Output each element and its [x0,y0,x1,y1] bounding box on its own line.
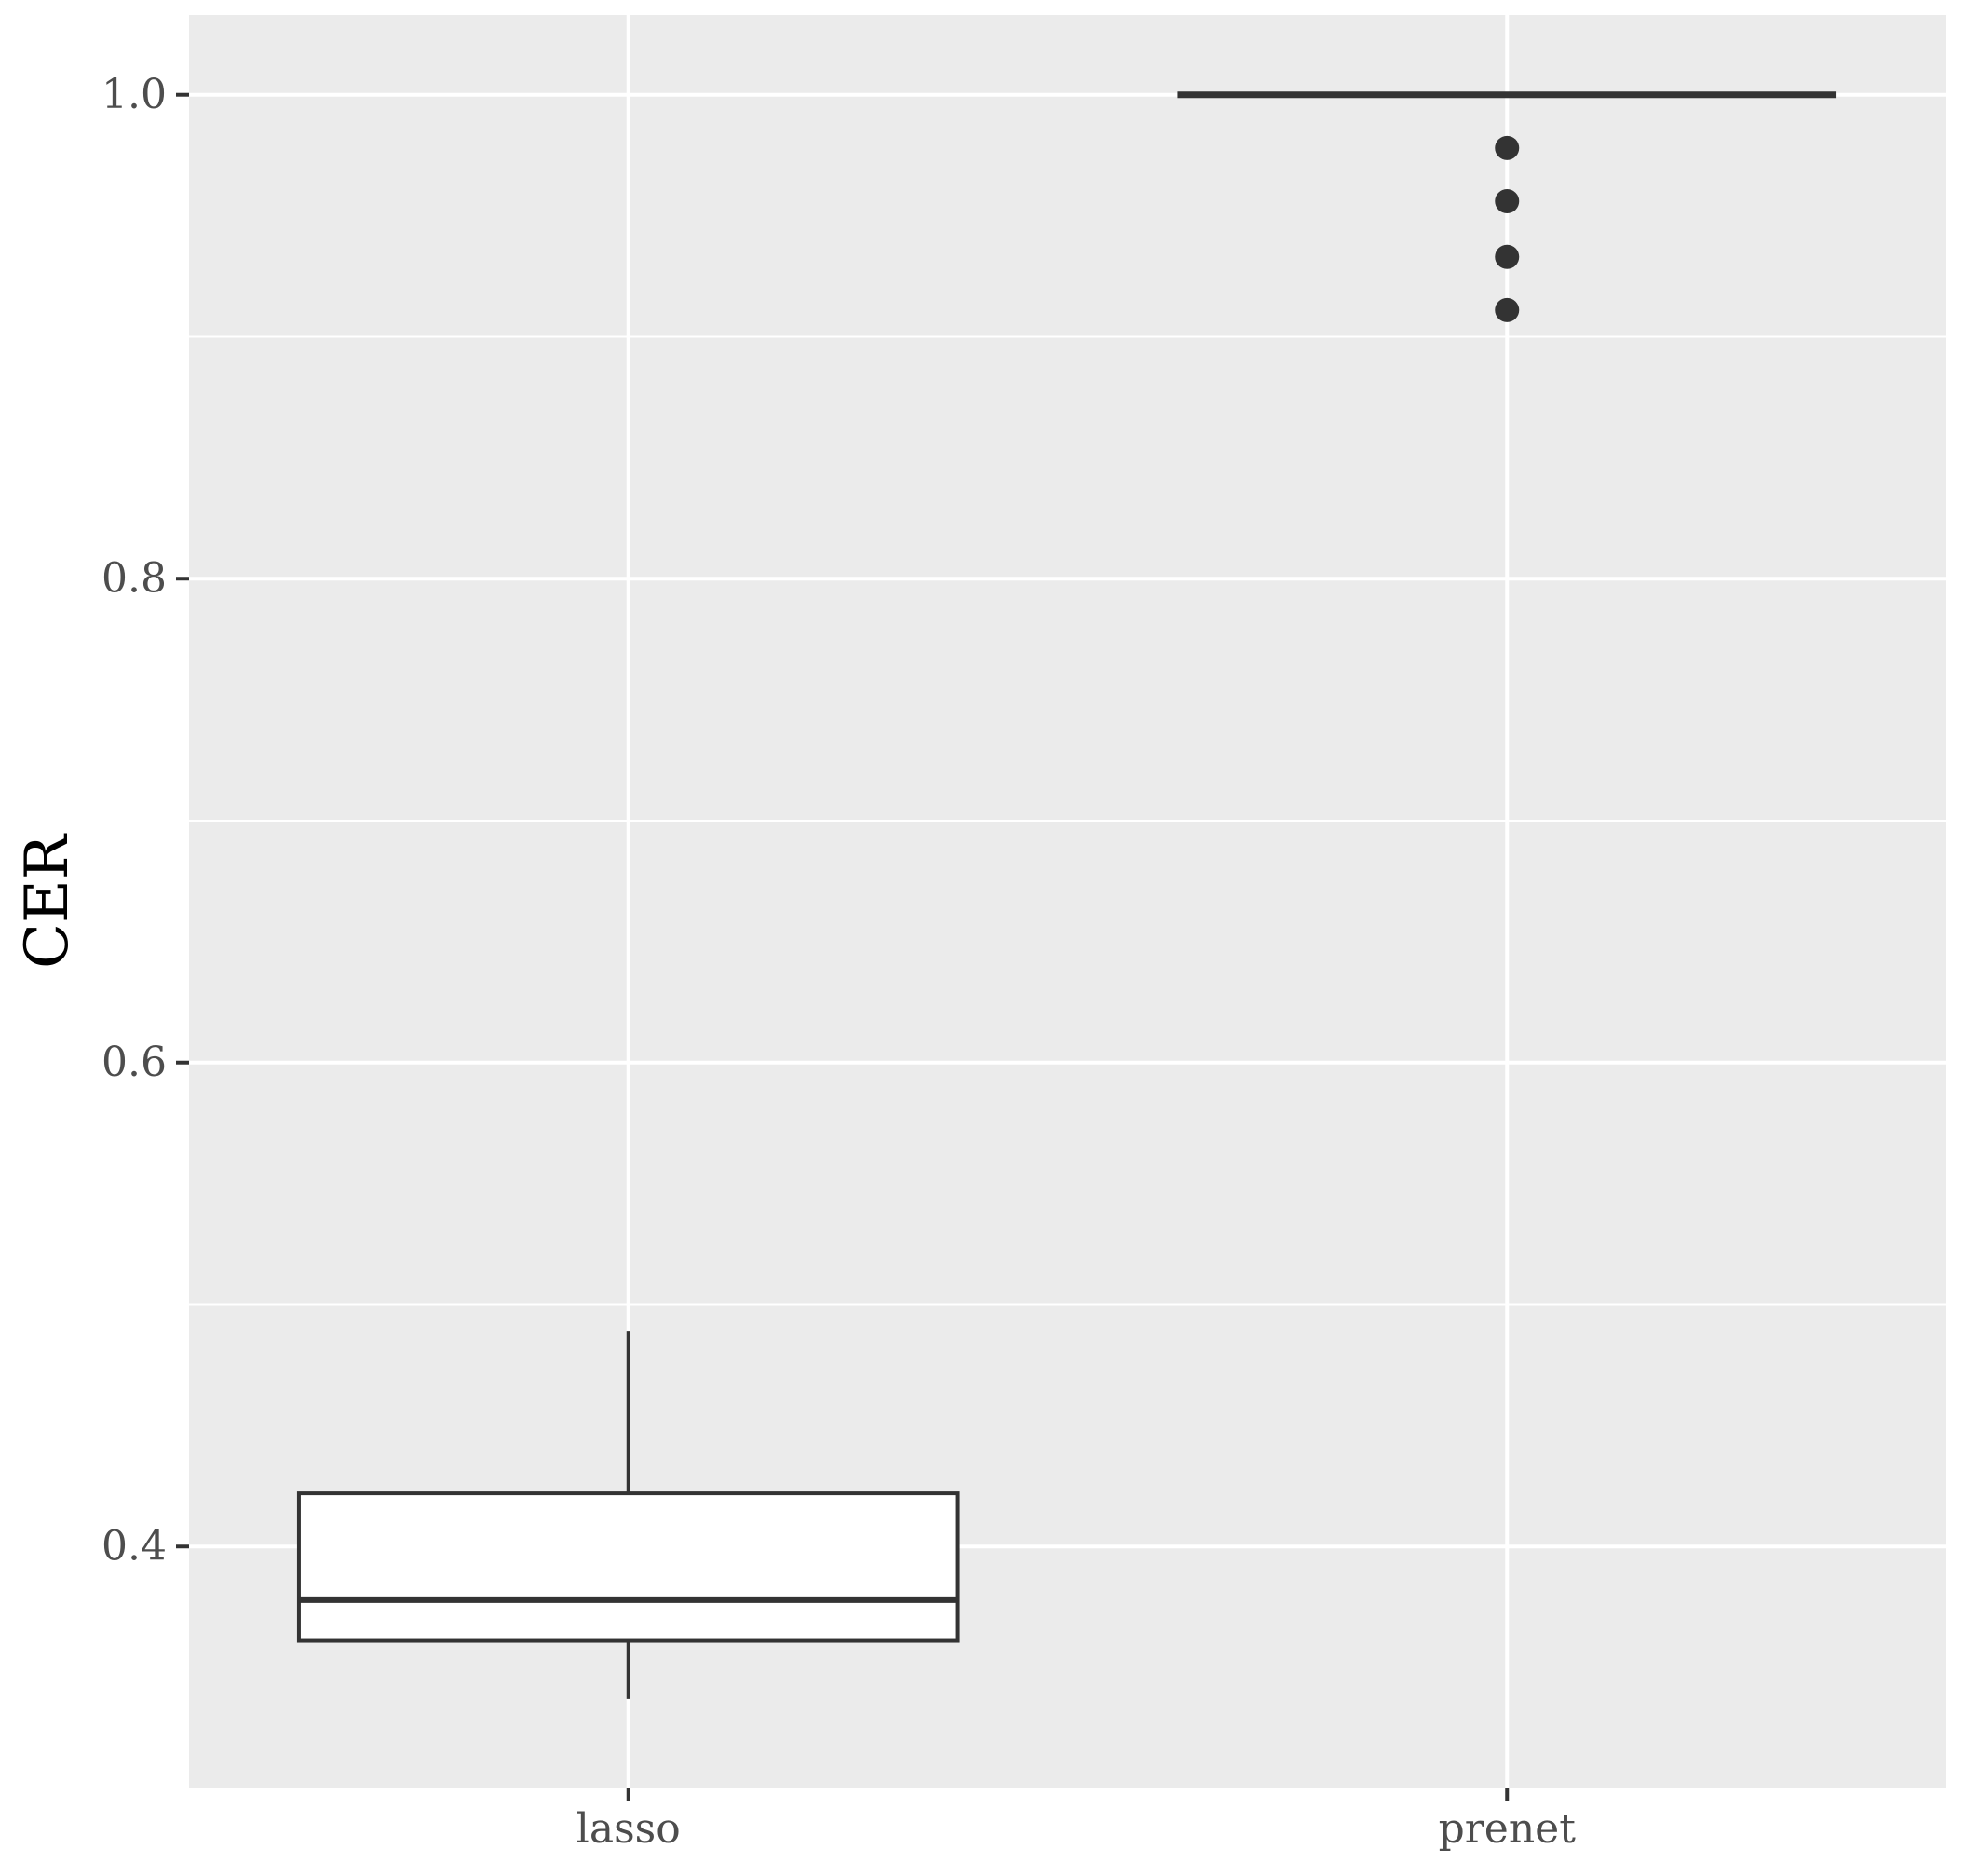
x-tick-label-prenet: prenet [1439,1805,1577,1853]
box-lasso [296,1491,960,1643]
x-tick-label-lasso: lasso [576,1805,681,1853]
outlier-point-prenet [1495,189,1520,214]
outlier-point-prenet [1495,135,1520,160]
y-tick-label: 0.6 [102,1039,167,1086]
outlier-point-prenet [1495,297,1520,322]
outlier-point-prenet [1495,244,1520,269]
y-tick-label: 1.0 [102,71,167,118]
axes: 0.4 0.6 0.8 1.0 lasso prenet [102,71,1576,1853]
y-axis-title: CER [13,833,82,969]
boxplot-marks [296,91,1837,1699]
y-tick-label: 0.8 [102,555,167,603]
y-tick-label: 0.4 [102,1523,167,1570]
